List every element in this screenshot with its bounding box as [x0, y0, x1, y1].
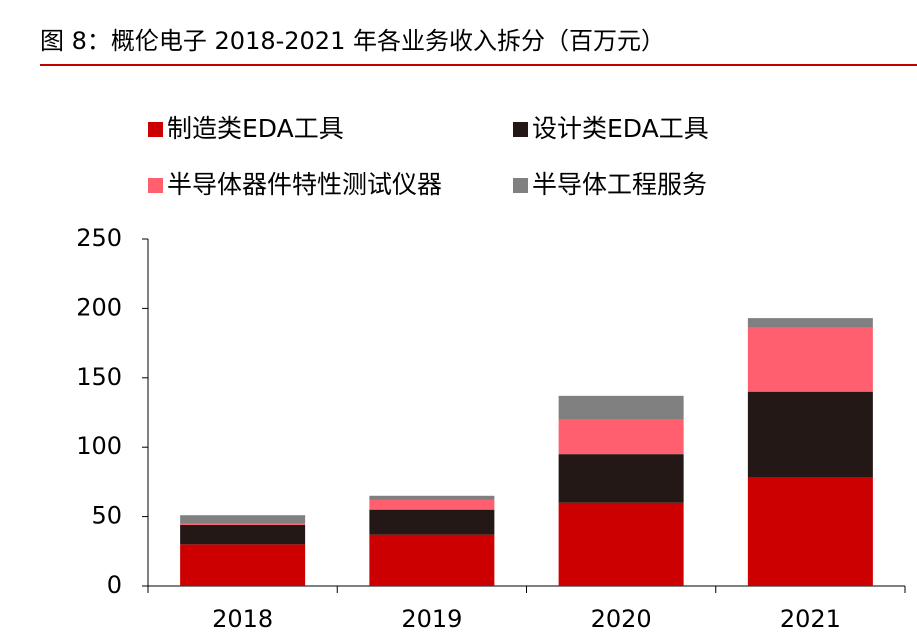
- chart-title: 图 8：概伦电子 2018-2021 年各业务收入拆分（百万元）: [40, 27, 665, 55]
- bar-segment: [180, 515, 306, 524]
- bar-segment: [747, 477, 873, 586]
- y-tick-label: 250: [76, 224, 122, 252]
- bar-segment: [558, 395, 684, 420]
- bar-segment: [558, 502, 684, 586]
- legend-swatch: [148, 122, 163, 137]
- legend-label: 设计类EDA工具: [532, 114, 709, 143]
- bar-segment: [747, 391, 873, 478]
- bar-segment: [747, 318, 873, 328]
- legend-swatch: [148, 178, 163, 193]
- y-tick-label: 100: [76, 432, 122, 460]
- legend-label: 半导体器件特性测试仪器: [167, 170, 442, 199]
- y-tick-label: 150: [76, 363, 122, 391]
- bar-segment: [180, 524, 306, 545]
- legend-label: 半导体工程服务: [532, 170, 707, 199]
- y-tick-label: 200: [76, 293, 122, 321]
- x-tick-label: 2019: [401, 605, 462, 633]
- legend-swatch: [513, 178, 528, 193]
- y-tick-label: 50: [91, 502, 122, 530]
- bar-segment: [558, 454, 684, 503]
- bar-segment: [180, 523, 306, 525]
- legend-label: 制造类EDA工具: [167, 114, 344, 143]
- bar-segment: [369, 534, 495, 586]
- legend-swatch: [513, 122, 528, 137]
- bar-segment: [369, 509, 495, 535]
- bar-segment: [369, 499, 495, 510]
- bar-segment: [369, 495, 495, 500]
- x-tick-label: 2020: [591, 605, 652, 633]
- x-tick-label: 2018: [212, 605, 273, 633]
- bar-segment: [747, 327, 873, 392]
- y-tick-label: 0: [107, 571, 122, 599]
- bar-segment: [558, 419, 684, 455]
- x-tick-label: 2021: [780, 605, 841, 633]
- bar-segment: [180, 544, 306, 586]
